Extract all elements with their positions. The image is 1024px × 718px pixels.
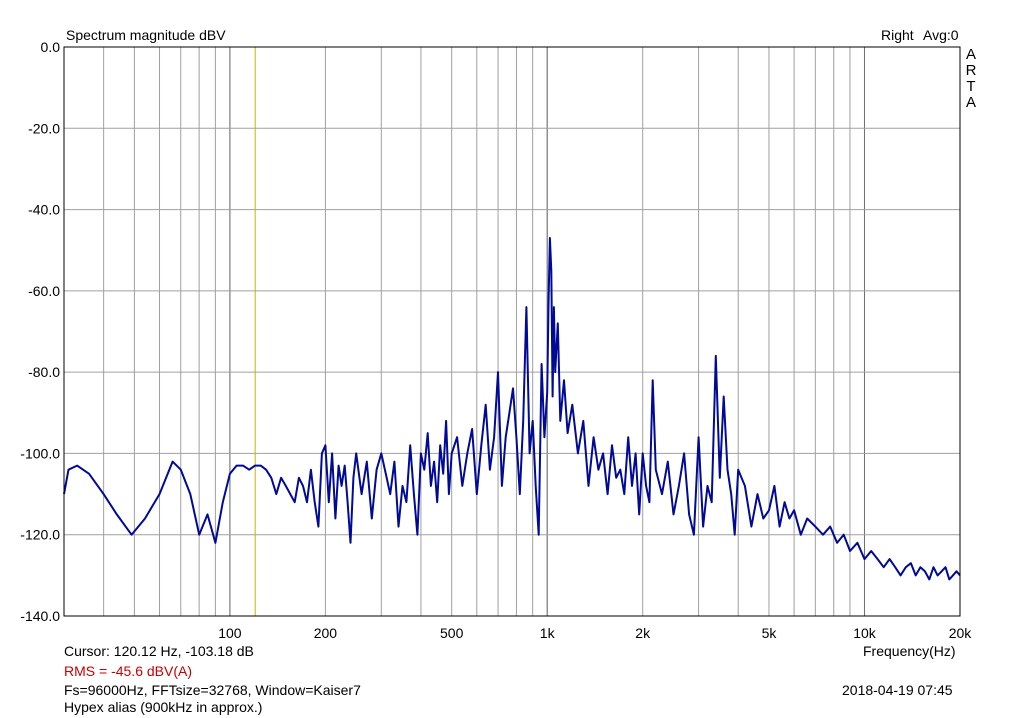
x-tick-label: 2k: [635, 625, 651, 641]
x-tick-label: 500: [440, 625, 464, 641]
x-tick-label: 20k: [949, 625, 973, 641]
y-tick-label: 0.0: [41, 39, 61, 55]
y-tick-label: -20.0: [28, 120, 60, 136]
y-tick-label: -120.0: [20, 527, 60, 543]
cursor-readout: Cursor: 120.12 Hz, -103.18 dB: [64, 643, 254, 659]
avg-label: Avg:0: [923, 27, 959, 43]
x-tick-label: 1k: [540, 625, 556, 641]
brand-letter: T: [966, 78, 976, 95]
axis-ticks: 100 200 500 1k 2k 5k 10k 20k 0.0 -20.0 -40.0 -60.0 -…: [20, 39, 972, 641]
brand-letter: A: [965, 46, 976, 63]
measurement-note: Hypex alias (900kHz in approx.): [64, 699, 263, 715]
x-tick-label: 5k: [762, 625, 778, 641]
chart-title: Spectrum magnitude dBV: [66, 27, 226, 43]
x-tick-label: 100: [218, 625, 242, 641]
rms-readout: RMS = -45.6 dBV(A): [64, 663, 192, 679]
brand-letter: R: [965, 62, 977, 79]
analysis-params: Fs=96000Hz, FFTsize=32768, Window=Kaiser…: [64, 682, 361, 698]
x-tick-label: 10k: [853, 625, 877, 641]
brand-logo: A R T A: [964, 47, 978, 111]
y-tick-label: -80.0: [28, 364, 60, 380]
y-tick-label: -40.0: [28, 202, 60, 218]
y-tick-label: -140.0: [20, 608, 60, 624]
x-tick-label: 200: [314, 625, 338, 641]
plot-frame: [63, 46, 961, 617]
x-axis-label: Frequency(Hz): [863, 643, 956, 659]
spectrum-trace: [63, 237, 961, 581]
y-tick-label: -100.0: [20, 445, 60, 461]
timestamp: 2018-04-19 07:45: [842, 682, 953, 698]
channel-label: Right: [881, 27, 914, 43]
y-tick-label: -60.0: [28, 283, 60, 299]
brand-letter: A: [965, 94, 976, 111]
